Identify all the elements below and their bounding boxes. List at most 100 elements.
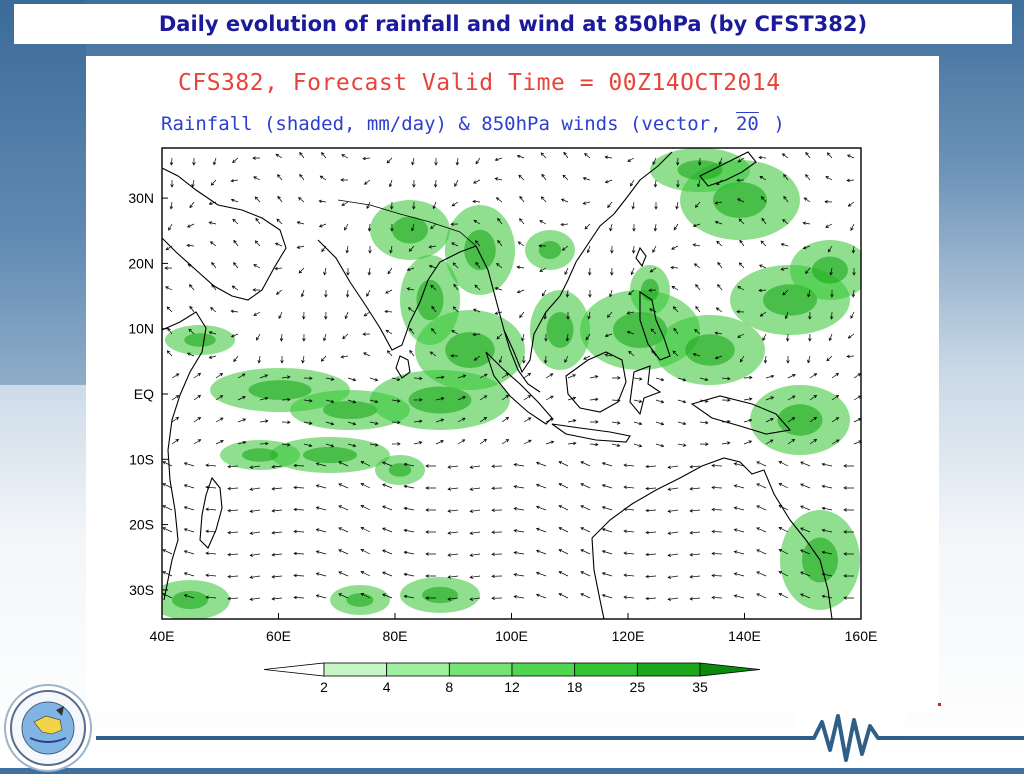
wind-arrow xyxy=(237,418,247,423)
wind-arrow xyxy=(535,549,547,555)
wind-arrow xyxy=(403,506,415,511)
wind-arrow xyxy=(821,550,833,555)
rainfall-colorbar: 2 4 8 12 18 25 35 xyxy=(263,662,761,695)
wind-arrow xyxy=(609,223,613,232)
wind-arrow xyxy=(230,309,239,314)
coast-indochina xyxy=(475,213,615,374)
wind-arrow xyxy=(623,485,635,489)
wind-arrow xyxy=(802,221,811,225)
wind-arrow xyxy=(501,439,510,445)
wind-arrow xyxy=(457,439,466,445)
wind-arrow xyxy=(667,487,679,491)
wind-arrow xyxy=(787,417,796,423)
wind-arrow xyxy=(425,508,437,512)
coast-madagascar xyxy=(199,476,223,549)
wind-arrow xyxy=(296,221,305,225)
wind-arrow xyxy=(535,527,547,533)
wind-arrow xyxy=(843,464,855,468)
wind-arrow xyxy=(739,355,745,363)
wind-arrow xyxy=(360,571,371,577)
wind-arrow xyxy=(338,461,349,467)
rain-core xyxy=(677,160,723,180)
wind-arrow xyxy=(469,575,481,579)
colorbar-level-label: 12 xyxy=(504,679,520,695)
wind-arrow xyxy=(413,398,423,402)
wind-arrow xyxy=(831,394,840,401)
wind-arrow xyxy=(787,395,796,401)
wind-arrow xyxy=(433,179,438,188)
wind-arrow xyxy=(589,442,599,447)
wind-arrow xyxy=(497,239,503,247)
wind-arrow xyxy=(843,552,855,556)
wind-arrow xyxy=(193,394,202,401)
wind-arrow xyxy=(165,245,173,251)
wind-arrow xyxy=(778,527,789,533)
wind-arrow xyxy=(472,199,481,204)
wind-arrow xyxy=(645,530,657,535)
wind-arrow xyxy=(469,465,481,469)
wind-arrow xyxy=(472,308,481,313)
wind-arrow xyxy=(382,571,393,577)
wind-arrow xyxy=(479,395,488,401)
wind-arrow xyxy=(765,374,775,379)
wind-arrow xyxy=(847,333,855,339)
wind-arrow xyxy=(567,441,577,446)
wind-arrow xyxy=(805,173,811,181)
wind-arrow xyxy=(830,289,834,298)
wind-arrow xyxy=(409,327,415,335)
wind-arrow xyxy=(545,440,555,445)
wind-arrow xyxy=(447,509,459,513)
wind-arrow xyxy=(303,398,313,403)
wind-arrow xyxy=(450,222,459,226)
wind-arrow xyxy=(562,174,569,181)
wind-arrow xyxy=(809,416,818,423)
wind-arrow xyxy=(363,179,371,185)
wind-arrow xyxy=(756,593,767,599)
wind-arrow xyxy=(623,595,635,599)
wind-arrow xyxy=(300,289,305,298)
wind-arrow xyxy=(340,178,349,182)
wind-arrow xyxy=(369,421,379,425)
map-title-valid-time: CFS382, Forecast Valid Time = 00Z14OCT20… xyxy=(178,70,781,96)
wind-arrow xyxy=(277,174,283,181)
wind-arrow xyxy=(303,421,313,425)
wind-arrow xyxy=(850,311,855,319)
lon-label: 100E xyxy=(495,628,528,644)
wind-arrow xyxy=(256,333,261,341)
wind-arrow xyxy=(169,157,174,166)
wind-arrow xyxy=(299,151,305,159)
wind-arrow xyxy=(610,245,614,254)
wind-arrow xyxy=(428,245,437,249)
wind-arrow xyxy=(407,307,415,313)
wind-arrow xyxy=(411,223,415,232)
wind-arrow xyxy=(601,484,613,489)
wind-arrow xyxy=(633,399,643,403)
wind-arrow xyxy=(385,329,393,335)
rain-core xyxy=(323,401,377,419)
wind-arrow xyxy=(451,201,459,207)
wind-arrow xyxy=(667,553,679,557)
wind-arrow xyxy=(564,267,569,276)
wind-arrow xyxy=(743,397,753,401)
wind-arrow xyxy=(733,506,745,511)
wind-arrow xyxy=(765,396,775,401)
wind-arrow xyxy=(803,197,811,203)
wind-arrow xyxy=(347,443,357,448)
wind-arrow xyxy=(227,530,239,535)
wind-arrow xyxy=(714,220,723,225)
institute-seal-icon xyxy=(4,684,92,772)
wind-arrow xyxy=(215,372,224,379)
wind-arrow xyxy=(189,201,195,209)
wind-arrow xyxy=(631,201,635,210)
wind-arrow xyxy=(425,596,437,600)
wind-arrow xyxy=(825,223,833,228)
coast-taiwan xyxy=(635,246,647,268)
wind-arrow xyxy=(276,218,283,225)
lat-label: 20S xyxy=(129,517,154,533)
colorbar-swatch xyxy=(323,662,388,677)
wind-arrow xyxy=(743,440,753,445)
colorbar-swatch xyxy=(448,662,513,677)
wind-arrow xyxy=(630,267,635,276)
wind-arrow xyxy=(253,264,261,269)
wind-arrow xyxy=(778,571,789,577)
